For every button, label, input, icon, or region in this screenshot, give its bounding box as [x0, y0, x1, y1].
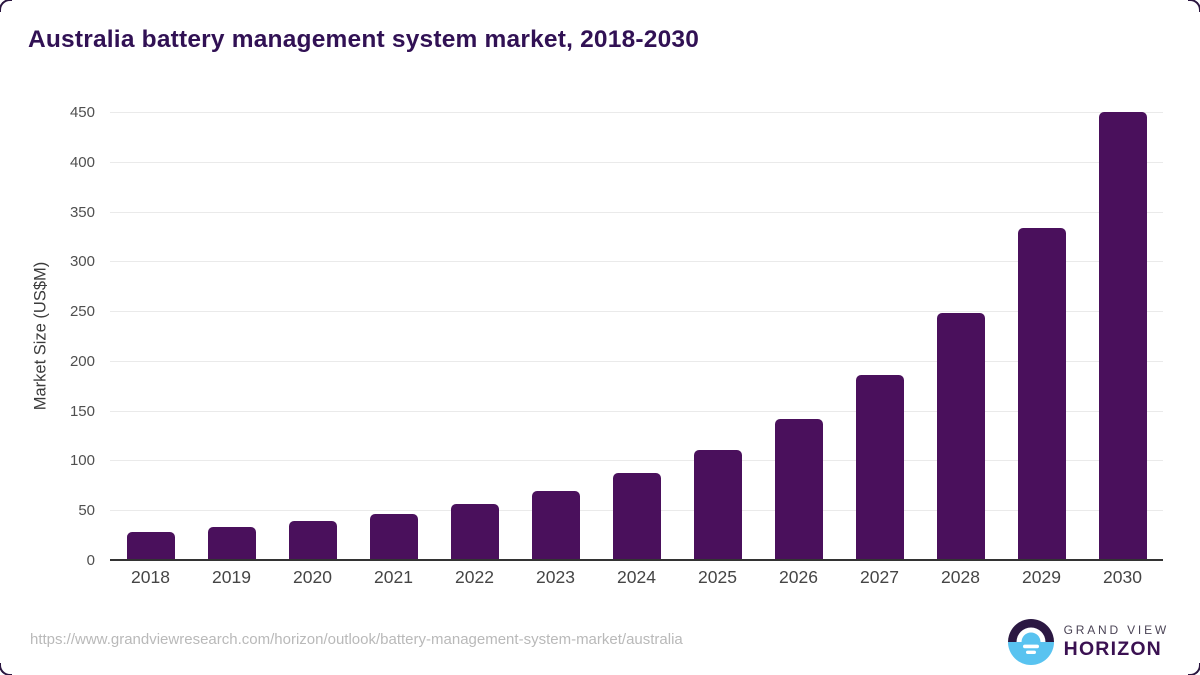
bar-2028[interactable] — [936, 313, 985, 559]
y-tick-label-150: 150 — [69, 402, 95, 420]
x-tick-label-2018: 2018 — [131, 567, 170, 587]
x-tick-label-2023: 2023 — [536, 567, 575, 587]
gridline-200 — [110, 360, 1163, 362]
y-tick-label-400: 400 — [69, 153, 95, 171]
gridline-450 — [110, 112, 1163, 113]
y-tick-label-450: 450 — [69, 104, 95, 121]
bar-2022[interactable] — [450, 504, 499, 559]
x-tick-label-2019: 2019 — [212, 567, 251, 587]
plot-area — [110, 111, 1163, 561]
bar-2024[interactable] — [612, 473, 661, 559]
bar-column-2020 — [272, 111, 353, 559]
bar-column-2022 — [434, 111, 515, 559]
y-tick-label-100: 100 — [69, 452, 95, 470]
y-axis-ticks: 0 50 100 150 200 250 300 350 400 450 — [0, 104, 95, 569]
y-tick-label-300: 300 — [69, 253, 95, 271]
x-tick-label-2028: 2028 — [941, 567, 980, 587]
x-tick-label-2027: 2027 — [860, 567, 899, 587]
gridline-350 — [110, 211, 1163, 213]
bar-2023[interactable] — [531, 491, 580, 559]
x-tick-label-2020: 2020 — [293, 567, 332, 587]
bar-column-2027 — [839, 111, 920, 559]
x-tick-label-2030: 2030 — [1103, 567, 1142, 587]
bar-2021[interactable] — [369, 514, 418, 559]
x-tick-label-2026: 2026 — [779, 567, 818, 587]
x-tick-label-2029: 2029 — [1022, 567, 1061, 587]
bar-column-2026 — [758, 111, 839, 559]
gridline-100 — [110, 460, 1163, 462]
y-tick-label-50: 50 — [78, 502, 95, 520]
bar-column-2025 — [677, 111, 758, 559]
x-tick-label-2022: 2022 — [455, 567, 494, 587]
logo-brand-line2: HORIZON — [1063, 637, 1162, 660]
x-axis-labels: 2018 2019 2020 2021 2022 2023 2024 2025 2026 2027… — [110, 567, 1163, 588]
bar-column-2018 — [110, 111, 191, 559]
bar-2029[interactable] — [1017, 228, 1066, 559]
x-tick-label-2024: 2024 — [617, 567, 656, 587]
y-tick-label-250: 250 — [69, 303, 95, 321]
gridline-150 — [110, 410, 1163, 412]
bar-column-2021 — [353, 111, 434, 559]
bar-2025[interactable] — [693, 449, 742, 559]
y-tick-label-350: 350 — [69, 203, 95, 221]
chart-title: Australia battery management system mark… — [28, 26, 700, 53]
x-tick-label-2025: 2025 — [698, 567, 737, 587]
bar-column-2029 — [1001, 111, 1082, 559]
corner-border-bottom-left — [0, 663, 12, 675]
bar-2020[interactable] — [288, 521, 337, 559]
bar-column-2028 — [920, 111, 1001, 559]
source-url: https://www.grandviewresearch.com/horizo… — [30, 631, 683, 648]
corner-border-top-left — [0, 0, 12, 12]
bar-2030[interactable] — [1098, 112, 1147, 559]
logo-text: GRAND VIEW HORIZON — [1063, 622, 1169, 660]
gridline-300 — [110, 261, 1163, 263]
bar-2018[interactable] — [126, 532, 175, 559]
bars-container — [110, 111, 1163, 559]
corner-border-top-right — [1188, 0, 1200, 12]
gridline-400 — [110, 161, 1163, 163]
bar-column-2024 — [596, 111, 677, 559]
bar-column-2019 — [191, 111, 272, 559]
x-axis-line — [110, 559, 1163, 561]
bar-column-2030 — [1082, 111, 1163, 559]
bar-2026[interactable] — [774, 418, 823, 559]
horizon-sunrise-icon — [1007, 619, 1054, 665]
bar-2027[interactable] — [855, 374, 904, 559]
y-tick-label-200: 200 — [69, 352, 95, 370]
grand-view-horizon-logo: GRAND VIEW HORIZON — [1007, 619, 1169, 665]
x-tick-label-2021: 2021 — [374, 567, 413, 587]
bar-2019[interactable] — [207, 527, 256, 559]
corner-border-bottom-right — [1188, 663, 1200, 675]
gridline-250 — [110, 311, 1163, 313]
bar-column-2023 — [515, 111, 596, 559]
logo-brand-line1: GRAND VIEW — [1063, 622, 1169, 637]
y-tick-label-0: 0 — [86, 552, 95, 569]
